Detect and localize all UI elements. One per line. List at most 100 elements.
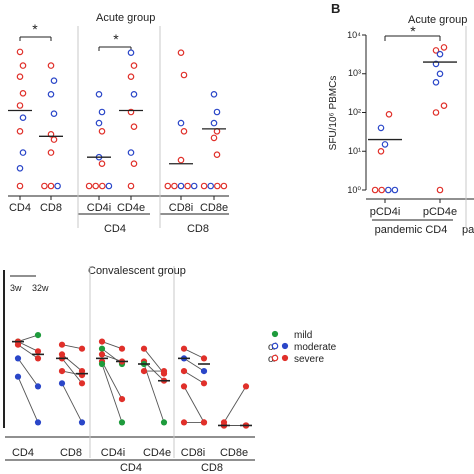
- panel-b-point-pcd4i-6: [384, 186, 392, 194]
- panel-b-point-pcd4i-7: [391, 186, 399, 194]
- acute-point-cd4i-0: [95, 91, 103, 98]
- acute-point-cd4i-6: [85, 182, 93, 190]
- acute-point-cd4-5: [19, 114, 27, 122]
- acute-point-cd4-3: [19, 90, 27, 97]
- acute-point-cd4e-2: [127, 73, 135, 81]
- acute-point-cd8-5: [50, 136, 58, 143]
- bottom-tick-cd4: CD4: [12, 447, 34, 459]
- pair-point-32w-cd4i-0: [118, 345, 126, 352]
- acute-point-cd4i-8: [99, 182, 106, 190]
- pair-point-32w-cd4e-2: [160, 419, 168, 426]
- pair-point-3w-cd8i-2: [180, 368, 188, 375]
- tick-label-cd4e: CD4e: [117, 202, 145, 214]
- pair-point-32w-cd8e-0: [242, 383, 250, 390]
- acute-point-cd4i-1: [98, 108, 106, 116]
- pair-point-32w-cd8i-4: [200, 419, 208, 426]
- bottom-tick-cd8i: CD8i: [181, 447, 205, 459]
- legend-marker-moderate-open: [271, 342, 279, 350]
- tick-label-pcd4i: pCD4i: [370, 206, 401, 218]
- pair-line-cd4-0: [17, 334, 39, 343]
- pair-line-cd4e-2: [143, 363, 165, 423]
- ytick-1e2: 10²: [348, 107, 361, 117]
- tick-label-pcd4e: pCD4e: [423, 206, 457, 218]
- acute-point-cd4i-9: [105, 182, 113, 190]
- ytick-1e4: 10⁴: [347, 30, 361, 40]
- acute-point-cd4e-8: [127, 182, 135, 190]
- acute-point-cd4i-3: [98, 128, 106, 135]
- pair-line-cd4i-0: [101, 341, 123, 350]
- panel-b-cut-label: pa: [462, 224, 474, 236]
- pair-point-32w-cd4-3: [34, 383, 42, 390]
- acute-point-cd4e-0: [127, 49, 135, 57]
- pair-point-32w-cd8-4: [78, 419, 86, 426]
- acute-point-cd8i-8: [184, 182, 191, 190]
- pair-point-3w-cd8-3: [58, 368, 66, 375]
- group-label-cd8: CD8: [187, 223, 209, 235]
- pair-point-3w-cd4i-2: [98, 351, 106, 358]
- pair-point-3w-cd4-3: [14, 355, 22, 362]
- panel-b-point-pcd4e-4: [436, 70, 444, 78]
- pair-point-32w-cd4i-4: [118, 419, 126, 426]
- pair-point-32w-cd8i-1: [200, 368, 208, 375]
- ytick-1e0: 10⁰: [347, 185, 361, 195]
- pair-point-32w-cd8-2: [78, 380, 86, 387]
- pair-point-3w-cd8-0: [58, 341, 66, 348]
- bottom-group-label-cd4: CD4: [120, 462, 142, 474]
- acute-point-cd8e-1: [213, 108, 221, 116]
- pair-point-3w-cd4i-4: [98, 360, 106, 368]
- acute-point-cd8i-2: [177, 119, 185, 127]
- pair-line-cd4-1: [17, 341, 39, 352]
- acute-point-cd8-7: [41, 182, 48, 190]
- acute-point-cd8e-7: [207, 182, 215, 190]
- acute-point-cd4-7: [19, 149, 27, 156]
- panel-b-point-pcd4i-1: [377, 124, 385, 132]
- scale-label-3w: 3w: [10, 283, 22, 293]
- acute-point-cd8i-0: [177, 49, 185, 57]
- legend-marker-severe-filled: [281, 354, 289, 362]
- panel-b-point-pcd4e-1: [432, 47, 440, 54]
- pair-line-cd4i-4: [101, 363, 123, 423]
- legend-label-moderate: moderate: [294, 342, 337, 353]
- panel-b-group-label: pandemic CD4: [375, 224, 448, 236]
- acute-point-cd8e-2: [210, 119, 218, 127]
- pair-line-cd8-1: [61, 354, 83, 372]
- pair-line-cd8i-0: [183, 348, 205, 359]
- acute-point-cd8-0: [47, 62, 55, 69]
- pair-point-32w-cd4i-3: [118, 396, 126, 403]
- acute-point-cd4-9: [16, 182, 24, 190]
- pair-line-cd4e-0: [143, 348, 165, 374]
- pair-line-cd4-3: [17, 358, 39, 387]
- panel-b-ylabel: SFU/10⁶ PBMCs: [328, 76, 339, 151]
- acute-point-cd4e-1: [130, 62, 138, 69]
- pair-point-3w-cd4e-3: [140, 368, 148, 375]
- panel-b-point-pcd4e-0: [440, 44, 448, 51]
- pair-line-cd4i-2: [101, 353, 123, 362]
- acute-point-cd4-2: [16, 73, 24, 81]
- bottom-tick-cd8e: CD8e: [220, 447, 248, 459]
- ytick-1e1: 10¹: [348, 146, 361, 156]
- legend-marker-moderate-filled: [281, 342, 289, 350]
- tick-label-cd4: CD4: [9, 202, 31, 214]
- acute-point-cd8e-0: [210, 91, 218, 98]
- acute-point-cd4e-5: [130, 123, 138, 131]
- pair-point-3w-cd8i-4: [180, 419, 188, 426]
- acute-point-cd8-2: [47, 91, 55, 98]
- acute-point-cd8-6: [47, 149, 55, 156]
- panel-b-point-pcd4e-8: [436, 186, 444, 194]
- bottom-tick-cd4e: CD4e: [143, 447, 171, 459]
- pair-line-cd4i-3: [101, 361, 123, 400]
- pair-line-cd4-2: [17, 344, 39, 359]
- convalescent-title: Convalescent group: [88, 265, 186, 277]
- panel-b-sig-star: *: [410, 23, 416, 39]
- tick-label-cd8: CD8: [40, 202, 62, 214]
- pair-line-cd8i-2: [183, 370, 205, 384]
- acute-point-cd8e-6: [200, 182, 208, 190]
- legend-label-severe: severe: [294, 354, 324, 365]
- pair-line-cd8i-3: [183, 386, 205, 423]
- pair-point-32w-cd4-4: [34, 419, 42, 426]
- pair-point-3w-cd8i-0: [180, 345, 188, 352]
- pair-point-32w-cd8i-0: [200, 355, 208, 362]
- pair-line-cd8e-0: [223, 386, 247, 423]
- tick-label-cd8e: CD8e: [200, 202, 228, 214]
